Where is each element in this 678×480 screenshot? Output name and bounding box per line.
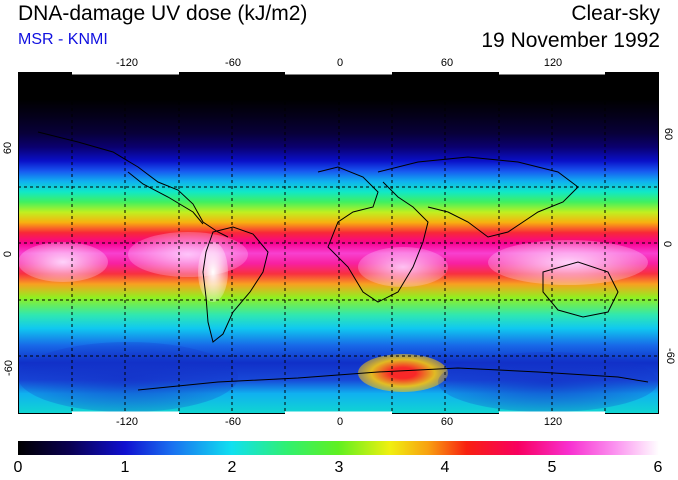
lon-tick-top: 0 [336, 57, 344, 69]
colorbar-label: 5 [547, 459, 557, 476]
lon-tick-bottom: -60 [225, 416, 241, 428]
lon-tick-bottom: 120 [543, 416, 563, 428]
source-label: MSR - KNMI [18, 31, 108, 48]
colorbar-label: 6 [653, 459, 663, 476]
antarctic-hotspot [358, 354, 448, 392]
lat-tick-left: 60 [2, 141, 15, 155]
lon-tick-bottom: -120 [115, 416, 139, 428]
colorbar-label: 3 [334, 459, 344, 476]
colorbar [18, 441, 659, 455]
lat-tick-right: 0 [661, 240, 674, 248]
lon-tick-top: 120 [543, 57, 563, 69]
coastlines [37, 131, 649, 391]
map-title: DNA-damage UV dose (kJ/m2) [18, 2, 308, 25]
low-dose-region [18, 342, 238, 412]
colorbar-label: 0 [13, 459, 23, 476]
lon-tick-top: -120 [115, 57, 139, 69]
lat-tick-right: -60 [663, 348, 676, 364]
lat-tick-left: -60 [2, 360, 15, 376]
high-dose-region [358, 247, 448, 287]
high-dose-region [18, 242, 108, 282]
colorbar-label: 1 [120, 459, 130, 476]
date-label: 19 November 1992 [481, 29, 660, 52]
high-dose-region [488, 240, 648, 285]
map-overlay [18, 72, 659, 414]
lon-tick-bottom: 0 [336, 416, 344, 428]
high-dose-region [128, 232, 248, 277]
colorbar-label: 2 [227, 459, 237, 476]
frame-ticks [72, 72, 605, 414]
graticule [18, 72, 659, 414]
sky-condition-label: Clear-sky [571, 2, 660, 25]
lon-tick-bottom: 60 [440, 416, 454, 428]
colorbar-label: 4 [440, 459, 450, 476]
lat-tick-right: 60 [662, 127, 675, 141]
low-dose-region [438, 352, 658, 412]
lon-tick-top: -60 [225, 57, 241, 69]
uv-dose-map [18, 72, 659, 414]
lat-tick-left: 0 [2, 250, 15, 258]
lon-tick-top: 60 [440, 57, 454, 69]
